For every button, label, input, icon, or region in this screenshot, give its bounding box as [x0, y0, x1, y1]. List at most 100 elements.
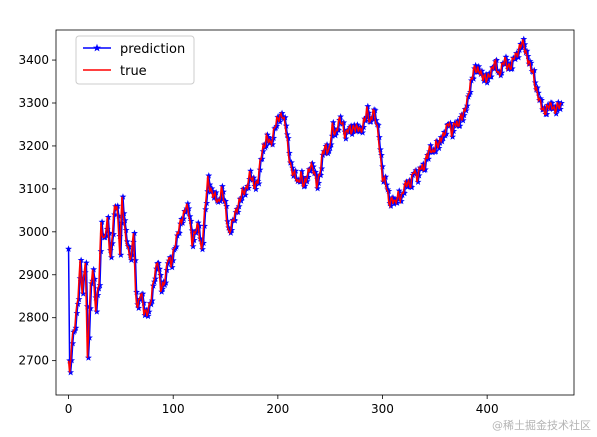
prediction-point	[95, 284, 103, 292]
prediction-point	[483, 79, 491, 86]
prediction-point	[278, 109, 286, 117]
prediction-point	[395, 187, 403, 194]
prediction-point	[128, 251, 136, 258]
prediction-point	[503, 56, 511, 64]
prediction-point	[98, 218, 106, 225]
prediction-point	[516, 46, 524, 53]
ticks-layer: 0 100 200 300 400 2700 2800 2900 3000 3100 3200 330…	[18, 53, 498, 416]
prediction-point	[269, 140, 277, 148]
prediction-point	[439, 134, 447, 141]
prediction-point	[73, 309, 81, 317]
prediction-point	[347, 122, 355, 129]
prediction-point	[137, 295, 145, 303]
prediction-point	[210, 194, 218, 201]
prediction-point	[515, 53, 522, 61]
prediction-point	[350, 121, 358, 128]
y-tick-label: 2900	[18, 268, 49, 282]
prediction-point	[314, 184, 322, 192]
prediction-point	[82, 259, 90, 266]
prediction-point	[308, 159, 316, 167]
prediction-point	[293, 175, 301, 182]
prediction-point	[423, 155, 430, 163]
prediction-point	[88, 279, 95, 287]
prediction-point	[225, 224, 233, 231]
prediction-point	[153, 265, 160, 272]
prediction-point	[143, 306, 151, 313]
x-tick-label: 0	[65, 402, 73, 416]
prediction-point	[414, 178, 422, 185]
prediction-point	[435, 144, 443, 152]
prediction-point	[289, 164, 296, 171]
prediction-point	[432, 147, 440, 155]
prediction-point	[295, 176, 303, 183]
prediction-point	[442, 130, 450, 137]
prediction-point	[201, 222, 209, 229]
prediction-point	[390, 200, 398, 207]
prediction-point	[77, 256, 85, 264]
prediction-point	[389, 193, 397, 201]
prediction-point	[349, 127, 357, 135]
prediction-point	[538, 96, 545, 104]
prediction-point	[335, 126, 342, 134]
prediction-point	[459, 116, 467, 124]
prediction-point	[376, 146, 384, 153]
prediction-point	[282, 122, 290, 129]
prediction-point	[491, 65, 498, 72]
prediction-point	[228, 226, 236, 234]
prediction-point	[195, 222, 203, 229]
prediction-point	[353, 121, 361, 128]
prediction-point	[523, 47, 531, 54]
prediction-point	[102, 231, 110, 239]
prediction-point	[447, 119, 454, 127]
prediction-point	[158, 288, 166, 295]
prediction-point	[476, 68, 484, 75]
prediction-point	[530, 66, 538, 74]
prediction-point	[122, 226, 130, 234]
prediction-point	[248, 174, 256, 182]
prediction-point	[485, 69, 493, 77]
prediction-point	[283, 130, 291, 138]
prediction-point	[352, 127, 360, 135]
prediction-point	[297, 178, 305, 185]
prediction-point	[109, 239, 116, 247]
prediction-point	[415, 171, 423, 179]
prediction-point	[460, 111, 468, 119]
prediction-point	[358, 125, 365, 132]
prediction-point	[345, 128, 353, 136]
prediction-point	[94, 291, 102, 299]
prediction-point	[406, 176, 414, 184]
prediction-point	[479, 71, 487, 78]
prediction-point	[194, 219, 202, 226]
prediction-point	[307, 164, 315, 172]
prediction-point	[281, 113, 289, 121]
y-tick-label: 3400	[18, 53, 49, 67]
prediction-point	[206, 181, 214, 188]
prediction-point	[367, 118, 375, 125]
prediction-point	[378, 151, 385, 159]
prediction-point	[551, 102, 559, 110]
y-tick-label: 2800	[18, 311, 49, 325]
x-tick-label: 400	[476, 402, 499, 416]
prediction-point	[65, 245, 72, 252]
prediction-point	[144, 312, 152, 320]
prediction-point	[150, 278, 158, 285]
prediction-point	[362, 117, 370, 124]
prediction-point	[448, 122, 455, 129]
prediction-point	[501, 60, 509, 68]
prediction-point	[369, 115, 377, 122]
prediction-point	[363, 113, 371, 121]
prediction-point	[117, 251, 125, 258]
prediction-point	[104, 213, 112, 221]
prediction-point	[182, 208, 190, 216]
prediction-point	[496, 68, 504, 75]
prediction-point	[231, 217, 239, 224]
prediction-point	[342, 135, 350, 142]
prediction-point	[463, 102, 471, 109]
prediction-point	[337, 113, 345, 120]
prediction-point	[360, 123, 368, 131]
prediction-point	[487, 73, 495, 80]
prediction-point	[187, 217, 195, 224]
prediction-point	[527, 59, 535, 66]
prediction-point	[218, 182, 226, 190]
prediction-point	[421, 165, 429, 173]
